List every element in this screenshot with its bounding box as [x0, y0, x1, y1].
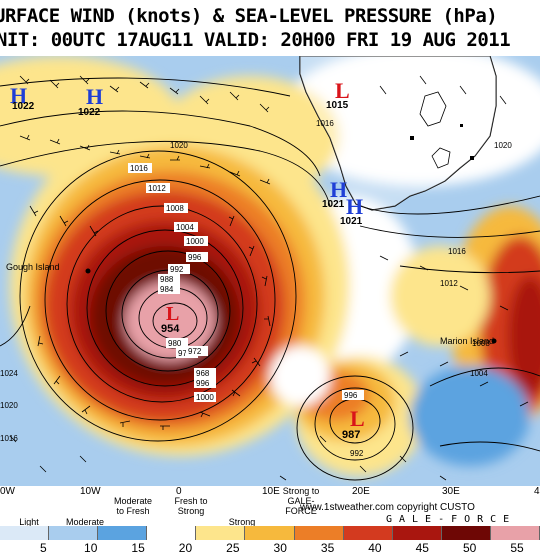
pressure-center-1: H 1022	[10, 83, 35, 112]
svg-text:1020: 1020	[494, 141, 512, 150]
svg-text:1024: 1024	[0, 369, 18, 378]
marion-island-label: Marion Island	[440, 336, 494, 346]
colorbar-swatch	[147, 526, 197, 540]
colorbar-tick-label: 15	[131, 541, 145, 555]
pressure-center-value: 1022	[12, 101, 35, 112]
pressure-center-type: H	[330, 177, 347, 202]
gough-island-label: Gough Island	[6, 262, 60, 272]
lon-label: 10W	[80, 486, 101, 497]
colorbar-swatch	[392, 526, 442, 540]
colorbar-swatch	[196, 526, 246, 540]
pressure-center-4: H 1021	[322, 177, 347, 210]
pressure-center-7: L 987	[342, 406, 365, 441]
colorbar-swatch	[0, 526, 50, 540]
pressure-center-type: L	[166, 303, 179, 325]
svg-text:1004: 1004	[176, 223, 194, 232]
wind-barbs	[9, 75, 529, 481]
pressure-center-value: 987	[342, 429, 360, 441]
pressure-center-value: 1022	[78, 107, 101, 118]
svg-text:1012: 1012	[440, 279, 458, 288]
colorbar-tick-label: 35	[320, 541, 335, 555]
pressure-center-value: 1021	[340, 216, 363, 227]
wind-category-strong-to-gale: Strong to GALE-FORCE	[282, 486, 320, 516]
wind-category-strong: Strong	[228, 517, 256, 527]
colorbar-tick-label: 40	[368, 541, 382, 555]
svg-text:1004: 1004	[470, 369, 488, 378]
svg-text:972: 972	[188, 347, 202, 356]
weather-map: H 1022 H 1022 L 1015 H 1021 H 1021 L 954…	[0, 56, 540, 486]
svg-text:992: 992	[350, 449, 364, 458]
map-subtitle-init-valid: NIT: 00UTC 17AUG11 VALID: 20H00 FRI 19 A…	[0, 29, 511, 51]
lon-label: 20E	[352, 486, 370, 497]
pressure-center-value: 1015	[326, 100, 349, 111]
colorbar-tick-label: 25	[226, 541, 240, 555]
pressure-center-3: L 1015	[326, 78, 350, 111]
legend-area: 0W 10W 0 10E 20E 30E 4 Light Moderate Mo…	[0, 486, 540, 530]
lon-label: 0W	[0, 486, 15, 497]
svg-text:1008: 1008	[166, 204, 184, 213]
gale-force-label: GALE-FORCE	[386, 514, 517, 525]
svg-text:968: 968	[196, 369, 210, 378]
colorbar-swatch	[490, 526, 540, 540]
svg-text:996: 996	[344, 391, 358, 400]
svg-text:1020: 1020	[170, 141, 188, 150]
colorbar-tick-label: 30	[273, 541, 287, 555]
colorbar-tick-label: 5	[40, 541, 47, 555]
colorbar-swatch	[294, 526, 344, 540]
svg-text:984: 984	[160, 285, 174, 294]
svg-text:1020: 1020	[0, 401, 18, 410]
colorbar-swatch	[98, 526, 148, 540]
pressure-center-type: L	[350, 406, 365, 431]
colorbar-tick-label: 10	[84, 541, 98, 555]
colorbar-swatch	[343, 526, 393, 540]
svg-text:980: 980	[168, 339, 182, 348]
svg-text:1008: 1008	[472, 339, 490, 348]
svg-text:1016: 1016	[130, 164, 148, 173]
lon-label: 10E	[262, 486, 280, 497]
africa-coastline	[299, 56, 497, 211]
svg-text:1000: 1000	[196, 393, 214, 402]
pressure-center-2: H 1022	[78, 84, 103, 118]
pressure-center-value: 1021	[322, 199, 345, 210]
pressure-center-5: H 1021	[340, 194, 363, 227]
wind-speed-colorbar	[0, 526, 540, 540]
svg-text:988: 988	[160, 275, 174, 284]
svg-text:1016: 1016	[448, 247, 466, 256]
colorbar-swatch	[49, 526, 99, 540]
lon-label: 30E	[442, 486, 460, 497]
svg-text:1016: 1016	[316, 119, 334, 128]
svg-text:996: 996	[188, 253, 202, 262]
colorbar-ticks: 5 10 15 20 25 30 35 40 45 50 55	[0, 541, 540, 556]
svg-text:1012: 1012	[148, 184, 166, 193]
wind-category-fresh-to-strong: Fresh to Strong	[174, 496, 208, 516]
colorbar-tick-label: 20	[178, 541, 193, 555]
colorbar-swatch	[245, 526, 295, 540]
lon-label: 0	[176, 486, 182, 497]
pressure-center-type: H	[86, 84, 103, 109]
pressure-center-type: H	[346, 194, 363, 219]
svg-text:1016: 1016	[0, 434, 18, 443]
svg-text:992: 992	[170, 265, 184, 274]
colorbar-swatch	[441, 526, 491, 540]
marion-island-marker	[491, 338, 497, 344]
wind-category-moderate-to-fresh: Moderate to Fresh	[113, 496, 153, 516]
colorbar-tick-label: 45	[415, 541, 429, 555]
pressure-center-type: H	[10, 83, 27, 108]
isobar-labels: 1016 1012 1008 1004 1000 996 992 988 984…	[0, 119, 512, 458]
wind-category-moderate: Moderate	[65, 517, 105, 527]
svg-text:976: 976	[178, 349, 192, 358]
colorbar-tick-label: 55	[510, 541, 524, 555]
wind-category-light: Light	[19, 517, 39, 527]
gough-island-marker	[85, 268, 91, 274]
svg-text:1000: 1000	[186, 237, 204, 246]
lon-label: 4	[534, 486, 540, 497]
map-title: URFACE WIND (knots) & SEA-LEVEL PRESSURE…	[0, 5, 498, 27]
pressure-center-value: 954	[161, 323, 180, 335]
pressure-center-6: L 954	[161, 303, 180, 335]
svg-text:996: 996	[196, 379, 210, 388]
colorbar-tick-label: 50	[462, 541, 477, 555]
copyright-credit: www.1stweather.com copyright CUSTO	[300, 502, 475, 513]
pressure-center-type: L	[335, 78, 350, 103]
